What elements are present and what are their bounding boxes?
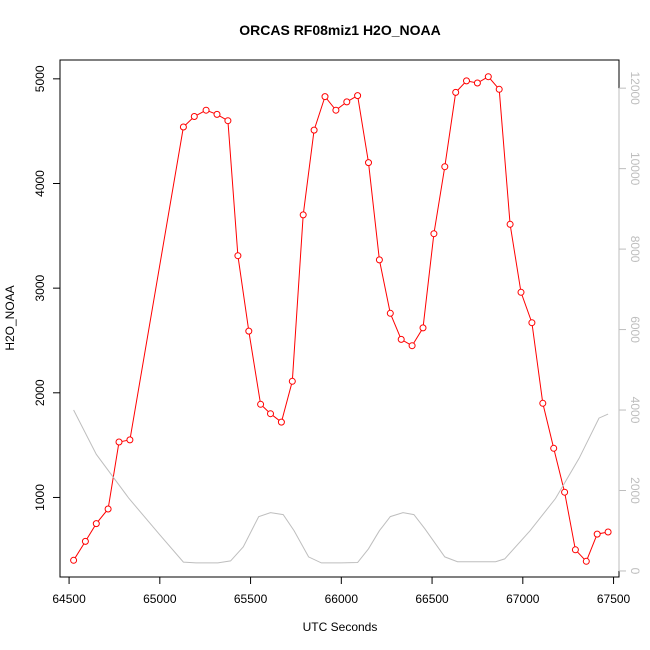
data-point [386,309,394,317]
plot-frame [59,59,620,578]
data-point [115,438,123,446]
data-point [419,324,427,332]
y2-tick-label: 10000 [628,152,642,186]
data-point [539,399,547,407]
data-point [267,410,274,418]
y-axis-label: H2O_NOAA [3,285,17,350]
data-point [257,400,265,408]
data-point [571,546,579,554]
data-point [299,211,307,219]
data-point [463,77,470,85]
data-point [310,126,318,134]
chart-title: ORCAS RF08miz1 H2O_NOAA [239,22,441,38]
data-point [190,113,198,120]
data-point [484,73,492,81]
y2-tick-label: 8000 [628,236,642,263]
data-point [321,93,329,101]
y2-tick-label: 2000 [628,477,642,504]
x-axis: 64500 65000 65500 66000 66500 67000 67500 [52,576,631,606]
data-point [452,88,460,96]
y-tick-label: 5000 [33,65,47,92]
data-point [517,288,525,296]
data-point [104,505,112,513]
data-point [365,159,372,167]
y-axis-right: 0 2000 4000 6000 8000 10000 12000 [618,71,642,575]
data-point [593,530,601,538]
y2-tick-label: 4000 [628,397,642,424]
data-point [397,335,405,343]
data-point [408,342,416,350]
x-tick-label: 64500 [52,592,86,606]
data-point [245,327,253,335]
x-tick-label: 67000 [506,592,540,606]
data-point [604,528,612,536]
x-axis-label: UTC Seconds [303,620,378,634]
y2-tick-label: 0 [628,568,642,575]
y2-tick-label: 6000 [628,316,642,343]
data-point [441,163,449,171]
data-point [430,230,438,238]
data-point [234,252,242,260]
x-tick-label: 65000 [143,592,177,606]
data-point [354,92,362,100]
data-point [332,106,340,114]
data-point [288,377,296,385]
data-point [582,557,590,565]
y-tick-label: 3000 [33,274,47,301]
series-layer [70,73,612,565]
secondary-series-line [73,409,609,564]
data-point [81,537,89,545]
x-tick-label: 66500 [415,592,449,606]
data-point [561,488,569,496]
y2-tick-label: 12000 [628,71,642,105]
x-tick-label: 67500 [597,592,631,606]
data-point [343,98,351,106]
y-tick-label: 4000 [33,170,47,197]
data-point [224,117,232,125]
data-point [213,110,221,118]
data-point [506,220,514,228]
data-point [495,85,503,93]
data-point [179,123,187,131]
h2o-series-line [73,76,609,563]
data-point [550,444,558,452]
x-tick-label: 66000 [325,592,359,606]
data-point [92,520,100,528]
data-point [277,418,285,426]
data-point [528,319,536,327]
data-point [126,436,134,444]
data-point [70,556,78,564]
y-tick-label: 1000 [33,484,47,511]
data-point [473,79,481,87]
y-tick-label: 2000 [33,379,47,406]
data-point [202,106,210,114]
x-tick-label: 65500 [234,592,268,606]
y-axis-left: 1000 2000 3000 4000 5000 [33,65,61,511]
data-point [375,256,383,264]
